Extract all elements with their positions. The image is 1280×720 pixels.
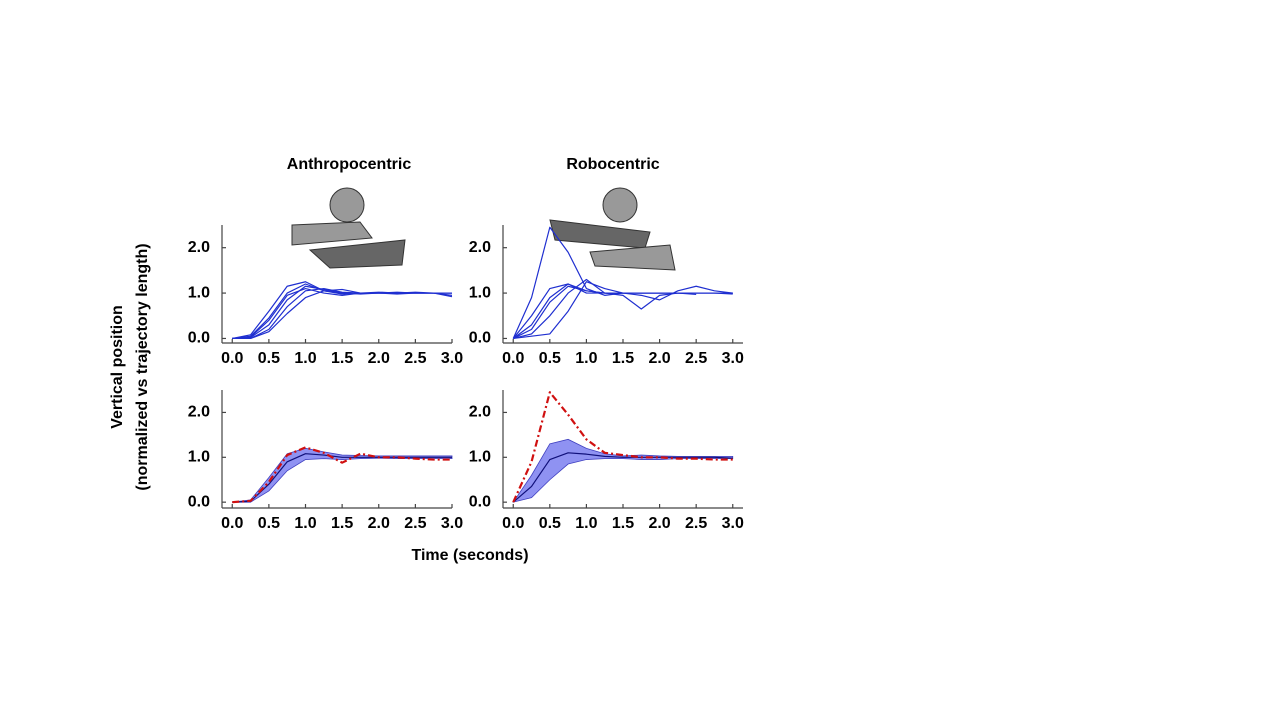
x-tick-label: 2.5 <box>685 515 707 532</box>
x-tick-label: 0.5 <box>539 515 561 532</box>
y-tick-label: 1.0 <box>469 284 491 301</box>
x-tick-label: 0.5 <box>539 350 561 367</box>
y-tick-label: 2.0 <box>188 404 210 421</box>
x-tick-label: 1.5 <box>331 515 353 532</box>
y-axis-label: (normalized vs trajectory length) <box>134 243 151 490</box>
x-tick-label: 1.0 <box>575 350 597 367</box>
y-axis-label: Vertical position <box>109 305 126 429</box>
trajectory-line <box>512 283 733 339</box>
x-tick-label: 0.0 <box>221 515 243 532</box>
x-tick-label: 2.0 <box>648 515 670 532</box>
x-tick-label: 0.0 <box>502 350 524 367</box>
y-tick-label: 0.0 <box>469 493 491 510</box>
x-axis-label: Time (seconds) <box>411 547 528 564</box>
y-tick-label: 1.0 <box>469 449 491 466</box>
x-tick-label: 1.5 <box>612 515 634 532</box>
confidence-band <box>232 447 453 503</box>
trajectory-line <box>232 287 453 340</box>
x-tick-label: 2.0 <box>648 350 670 367</box>
y-tick-label: 1.0 <box>188 449 210 466</box>
illustration <box>291 187 676 271</box>
trajectory-line <box>232 281 452 340</box>
x-tick-label: 2.0 <box>368 350 390 367</box>
x-tick-label: 1.5 <box>331 350 353 367</box>
trajectory-line <box>232 287 453 340</box>
confidence-band <box>512 438 734 503</box>
y-tick-label: 0.0 <box>188 493 210 510</box>
panel-title: Anthropocentric <box>287 156 412 173</box>
trajectory-line <box>512 391 733 503</box>
x-tick-label: 0.5 <box>258 350 280 367</box>
human-hand-icon <box>589 244 676 271</box>
x-tick-label: 2.5 <box>685 350 707 367</box>
x-tick-label: 2.5 <box>404 350 426 367</box>
human-hand-icon <box>291 221 373 246</box>
robot-hand-icon <box>308 239 406 269</box>
trajectory-line <box>232 288 452 340</box>
x-tick-label: 1.0 <box>575 515 597 532</box>
apple-icon <box>329 187 365 223</box>
x-tick-label: 1.0 <box>294 350 316 367</box>
y-tick-label: 1.0 <box>188 284 210 301</box>
x-tick-label: 2.5 <box>404 515 426 532</box>
x-tick-label: 3.0 <box>441 350 463 367</box>
x-tick-label: 3.0 <box>441 515 463 532</box>
x-tick-label: 1.5 <box>612 350 634 367</box>
x-tick-label: 0.5 <box>258 515 280 532</box>
trajectory-line <box>513 281 733 340</box>
trajectory-line <box>513 278 733 340</box>
apple-icon <box>602 187 638 223</box>
y-tick-label: 2.0 <box>188 239 210 256</box>
trajectory-line <box>232 446 452 504</box>
trajectory-line <box>232 453 452 503</box>
y-tick-label: 0.0 <box>469 330 491 347</box>
y-tick-label: 2.0 <box>469 404 491 421</box>
y-tick-label: 2.0 <box>469 239 491 256</box>
x-tick-label: 3.0 <box>722 350 744 367</box>
y-tick-label: 0.0 <box>188 330 210 347</box>
robot-hand-icon <box>549 219 651 249</box>
x-tick-label: 0.0 <box>221 350 243 367</box>
panel-title: Robocentric <box>566 156 659 173</box>
x-tick-label: 3.0 <box>722 515 744 532</box>
x-tick-label: 1.0 <box>294 515 316 532</box>
trajectory-line <box>512 452 733 503</box>
x-tick-label: 0.0 <box>502 515 524 532</box>
x-tick-label: 2.0 <box>368 515 390 532</box>
